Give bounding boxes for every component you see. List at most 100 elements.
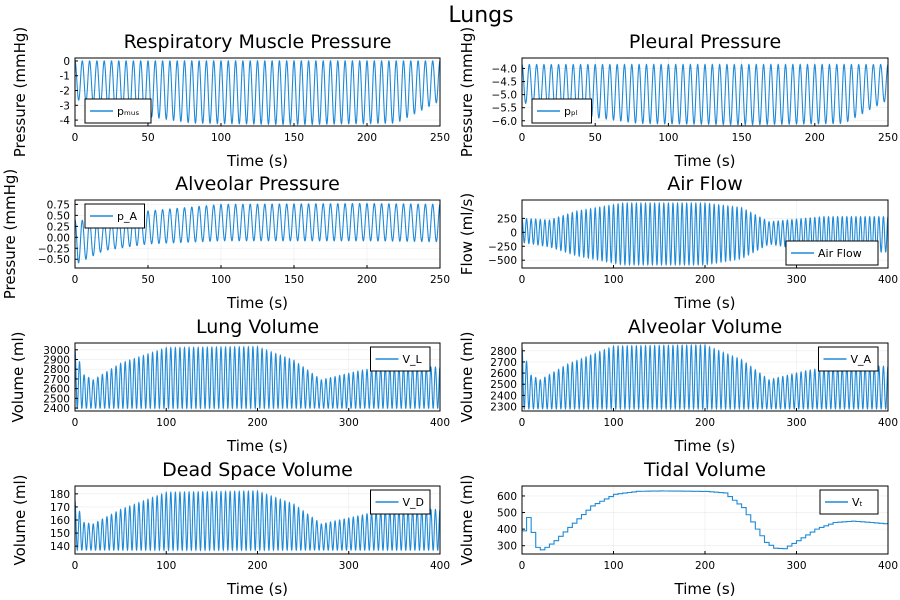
y-tick-label: 500 — [497, 508, 517, 520]
x-tick-label: 100 — [211, 274, 231, 286]
x-tick-label: 200 — [357, 132, 377, 144]
x-tick-label: 400 — [878, 560, 898, 572]
y-tick-label: 170 — [50, 502, 70, 514]
series-line — [74, 489, 441, 552]
y-axis-label: Volume (ml) — [9, 331, 27, 422]
y-tick-label: -3 — [60, 100, 70, 112]
y-tick-label: 400 — [497, 524, 517, 536]
y-tick-label: 2900 — [43, 355, 70, 367]
legend-label: pₘᵤₛ — [117, 105, 139, 118]
figure-title: Lungs — [448, 3, 513, 28]
x-axis-label: Time (s) — [226, 437, 288, 455]
y-tick-label: 0.75 — [47, 199, 70, 211]
y-tick-label: 0.25 — [47, 221, 70, 233]
legend-label: V_L — [403, 353, 423, 366]
x-tick-label: 150 — [284, 274, 304, 286]
x-tick-label: 100 — [658, 132, 678, 144]
x-tick-label: 0 — [72, 560, 79, 572]
legend-label: V_D — [403, 496, 425, 509]
y-tick-label: 0.00 — [47, 232, 70, 244]
chart-title: Air Flow — [667, 173, 743, 195]
x-tick-label: 100 — [603, 274, 623, 286]
x-tick-label: 250 — [878, 132, 898, 144]
y-tick-label: -2 — [60, 86, 70, 98]
y-tick-label: 2400 — [43, 403, 70, 415]
x-axis-label: Time (s) — [674, 437, 736, 455]
y-tick-label: 150 — [50, 528, 70, 540]
x-tick-label: 0 — [519, 274, 526, 286]
x-tick-label: 300 — [786, 417, 806, 429]
x-tick-label: 200 — [247, 417, 267, 429]
y-tick-label: 2700 — [43, 374, 70, 386]
x-tick-label: 300 — [786, 274, 806, 286]
x-tick-label: 250 — [430, 132, 450, 144]
chart-title: Lung Volume — [196, 316, 319, 338]
x-tick-label: 0 — [519, 132, 526, 144]
y-tick-label: −500 — [488, 255, 517, 267]
y-tick-label: 0 — [510, 227, 517, 239]
legend-label: Air Flow — [818, 247, 862, 260]
y-tick-label: 600 — [497, 491, 517, 503]
y-tick-label: 160 — [50, 515, 70, 527]
series-line — [74, 345, 441, 410]
plot-frame — [521, 57, 889, 127]
x-tick-label: 0 — [72, 417, 79, 429]
y-tick-label: 180 — [50, 489, 70, 501]
plot-frame — [74, 199, 441, 269]
series-line — [521, 343, 889, 411]
y-tick-label: -1 — [60, 71, 70, 83]
y-axis-label: Pressure (mmHg) — [11, 27, 29, 158]
x-tick-label: 0 — [72, 274, 79, 286]
y-axis-label: Volume (ml) — [458, 474, 476, 565]
y-tick-label: 2300 — [490, 402, 517, 414]
x-axis-label: Time (s) — [674, 294, 736, 312]
legend: V_D — [370, 489, 431, 515]
y-axis-label: Pressure (mmHg) — [1, 169, 19, 300]
x-tick-label: 0 — [519, 417, 526, 429]
legend: pₚₗ — [531, 98, 592, 124]
y-tick-label: -4 — [60, 115, 71, 127]
x-tick-label: 200 — [695, 560, 715, 572]
x-tick-label: 50 — [589, 132, 602, 144]
legend: Air Flow — [785, 240, 879, 266]
y-tick-label: 250 — [497, 213, 517, 225]
chart-panel: Lung Volume 0 100 200 300 400 3000290028002700… — [9, 316, 450, 455]
y-tick-label: −4.0 — [492, 63, 518, 75]
chart-title: Alveolar Volume — [628, 316, 782, 338]
x-axis-label: Time (s) — [226, 152, 288, 170]
y-tick-label: 2500 — [490, 379, 517, 391]
plot-frame — [74, 57, 441, 127]
x-tick-label: 400 — [430, 417, 450, 429]
x-tick-label: 50 — [141, 274, 154, 286]
x-tick-label: 150 — [732, 132, 752, 144]
y-tick-label: 2600 — [490, 368, 517, 380]
x-tick-label: 300 — [339, 560, 359, 572]
x-axis-label: Time (s) — [674, 580, 736, 598]
x-tick-label: 100 — [603, 560, 623, 572]
y-tick-label: 0 — [63, 56, 70, 68]
series-line — [74, 202, 441, 264]
chart-panel: Air Flow 0 100 200 300 400 250 0 −250 −500 Time (s… — [458, 173, 898, 312]
chart-title: Tidal Volume — [643, 459, 766, 481]
y-tick-label: 2800 — [490, 346, 517, 358]
legend: Vₜ — [819, 489, 879, 515]
legend: pₘᵤₛ — [84, 98, 152, 124]
chart-title: Alveolar Pressure — [175, 173, 340, 195]
y-tick-label: 300 — [497, 541, 517, 553]
x-tick-label: 100 — [156, 417, 176, 429]
y-tick-label: 2800 — [43, 364, 70, 376]
x-tick-label: 100 — [156, 560, 176, 572]
x-tick-label: 400 — [878, 417, 898, 429]
y-tick-label: −5.5 — [492, 103, 518, 115]
x-axis-label: Time (s) — [674, 152, 736, 170]
y-tick-label: −0.25 — [38, 243, 70, 255]
legend-label: p_A — [117, 210, 137, 223]
y-tick-label: 140 — [50, 541, 70, 553]
chart-title: Pleural Pressure — [629, 31, 781, 53]
x-tick-label: 0 — [519, 560, 526, 572]
y-tick-label: −6.0 — [492, 116, 518, 128]
y-tick-label: 3000 — [43, 345, 70, 357]
